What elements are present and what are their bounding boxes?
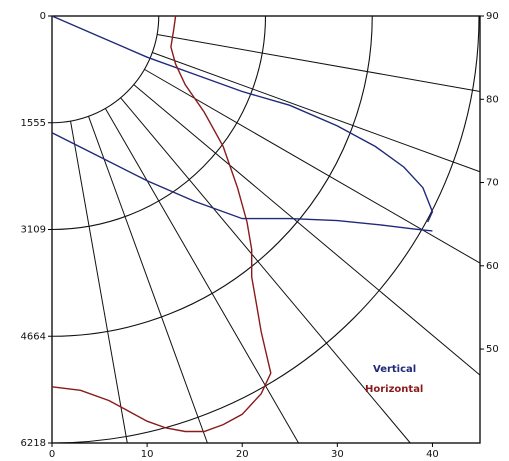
grid-radial-2	[88, 116, 208, 444]
left-tick-label-2: 3109	[21, 225, 46, 236]
bottom-tick-label-4: 40	[426, 449, 439, 460]
right-tick-label-0: 90	[486, 11, 499, 22]
bottom-tick-label-3: 30	[331, 449, 344, 460]
grid	[51, 15, 481, 444]
left-tick-label-0: 0	[40, 11, 46, 22]
bottom-tick-label-2: 20	[236, 449, 249, 460]
right-tick-label-1: 80	[486, 94, 499, 105]
grid-arc-3	[51, 15, 373, 337]
grid-arc-4	[51, 15, 480, 444]
grid-radial-8	[157, 34, 481, 92]
grid-radial-6	[144, 68, 481, 264]
series-line-2	[51, 15, 272, 433]
legend-item-vertical: Vertical	[373, 364, 416, 375]
grid-radial-5	[133, 84, 481, 376]
bottom-tick-label-0: 0	[49, 449, 55, 460]
grid-radial-7	[152, 52, 481, 173]
right-tick-label-3: 60	[486, 261, 499, 272]
grid-radial-1	[70, 121, 128, 444]
bottom-tick-label-1: 10	[141, 449, 154, 460]
series-line-3	[51, 132, 433, 232]
legend: Vertical Horizontal	[365, 364, 423, 395]
grid-radial-4	[120, 97, 411, 444]
left-tick-label-4: 6218	[21, 438, 46, 449]
legend-item-horizontal: Horizontal	[365, 384, 423, 395]
grid-arc-2	[51, 15, 267, 231]
right-tick-label-2: 70	[486, 178, 499, 189]
left-tick-label-1: 1555	[21, 118, 46, 129]
series-layer	[51, 15, 434, 433]
grid-arc-1	[51, 15, 160, 124]
right-tick-label-4: 50	[486, 344, 499, 355]
grid-radial-3	[104, 108, 299, 444]
left-tick-label-3: 4664	[21, 331, 46, 342]
series-line-1	[51, 15, 434, 223]
